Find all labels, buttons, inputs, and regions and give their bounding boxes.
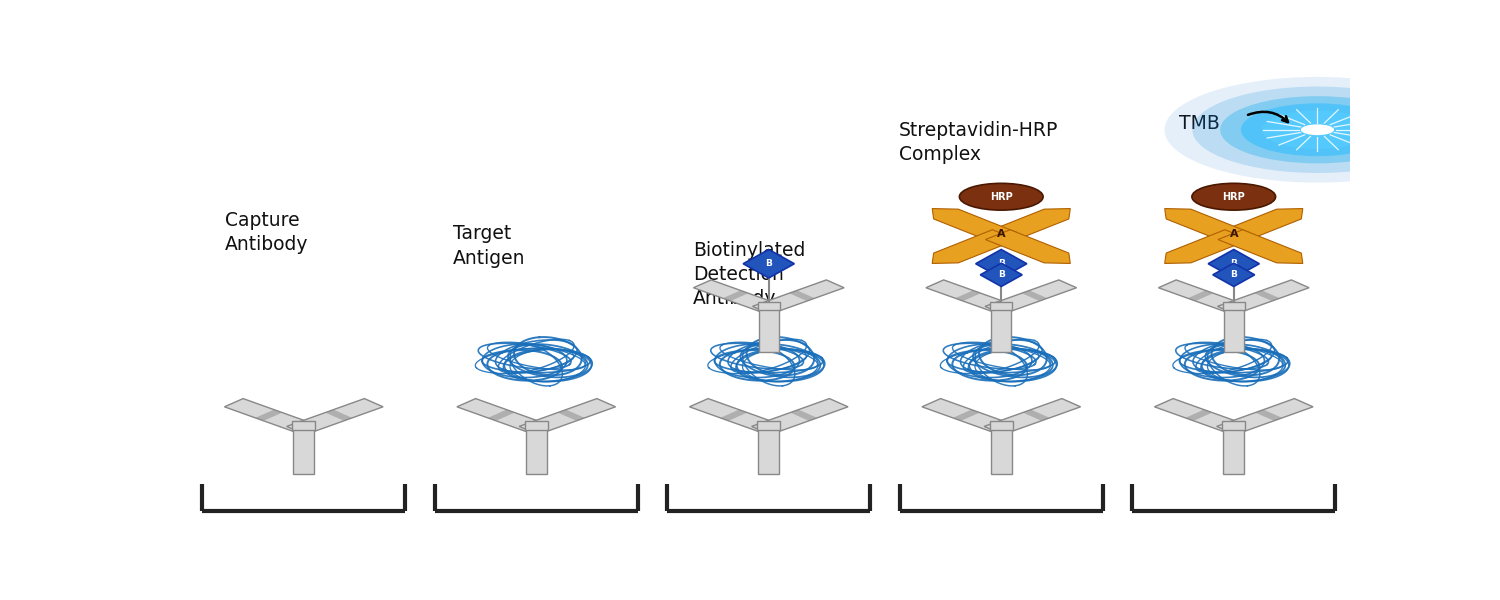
Polygon shape: [1216, 398, 1312, 434]
Polygon shape: [1218, 230, 1304, 263]
Polygon shape: [1022, 290, 1047, 301]
Polygon shape: [519, 398, 615, 434]
Polygon shape: [326, 410, 352, 421]
Ellipse shape: [960, 184, 1042, 210]
Polygon shape: [789, 290, 814, 301]
Polygon shape: [458, 398, 554, 434]
Text: HRP: HRP: [990, 192, 1012, 202]
Ellipse shape: [1240, 103, 1394, 156]
Polygon shape: [932, 230, 1017, 263]
Text: Streptavidin-HRP
Complex: Streptavidin-HRP Complex: [898, 121, 1059, 164]
Polygon shape: [1208, 250, 1260, 278]
Polygon shape: [720, 410, 747, 421]
Polygon shape: [286, 398, 382, 434]
Polygon shape: [759, 308, 778, 352]
Polygon shape: [759, 428, 778, 474]
Polygon shape: [1155, 398, 1251, 434]
Polygon shape: [956, 290, 981, 301]
Polygon shape: [922, 398, 1019, 434]
Text: Target
Antigen: Target Antigen: [453, 224, 525, 268]
Bar: [1222, 302, 1245, 310]
Text: Capture
Antibody: Capture Antibody: [225, 211, 308, 254]
Polygon shape: [1158, 280, 1250, 314]
Polygon shape: [1256, 410, 1282, 421]
Polygon shape: [526, 428, 546, 474]
Text: B: B: [1230, 259, 1238, 268]
Text: B: B: [1230, 271, 1238, 280]
Polygon shape: [690, 398, 786, 434]
Polygon shape: [1254, 290, 1280, 301]
Polygon shape: [1185, 410, 1212, 421]
Polygon shape: [294, 428, 314, 474]
Polygon shape: [986, 209, 1071, 242]
Polygon shape: [1188, 290, 1214, 301]
Text: Biotinylated
Detection
Antibody: Biotinylated Detection Antibody: [693, 241, 806, 308]
Ellipse shape: [1192, 184, 1275, 210]
Polygon shape: [981, 263, 1022, 286]
Bar: [292, 421, 315, 430]
Polygon shape: [1023, 410, 1050, 421]
Text: A: A: [1230, 229, 1238, 239]
Polygon shape: [742, 250, 795, 278]
Polygon shape: [723, 290, 748, 301]
Polygon shape: [693, 280, 784, 314]
Polygon shape: [558, 410, 585, 421]
Ellipse shape: [1164, 77, 1470, 182]
Ellipse shape: [1262, 110, 1372, 149]
Polygon shape: [992, 428, 1011, 474]
Bar: [525, 421, 548, 430]
Text: B: B: [998, 259, 1005, 268]
Text: B: B: [765, 259, 772, 268]
Polygon shape: [975, 250, 1028, 278]
Bar: [758, 421, 780, 430]
Polygon shape: [752, 398, 847, 434]
Polygon shape: [1214, 263, 1254, 286]
Polygon shape: [1224, 428, 1244, 474]
Polygon shape: [926, 280, 1017, 314]
Polygon shape: [1218, 280, 1310, 314]
Bar: [990, 421, 1012, 430]
Ellipse shape: [1300, 124, 1334, 135]
Polygon shape: [984, 398, 1080, 434]
Bar: [990, 302, 1012, 310]
Polygon shape: [952, 410, 980, 421]
Polygon shape: [255, 410, 282, 421]
Polygon shape: [488, 410, 514, 421]
Ellipse shape: [1220, 96, 1414, 163]
Ellipse shape: [1192, 86, 1443, 173]
Polygon shape: [753, 280, 844, 314]
Polygon shape: [1218, 209, 1304, 242]
Polygon shape: [932, 209, 1017, 242]
Text: B: B: [998, 271, 1005, 280]
Text: TMB: TMB: [1179, 113, 1219, 133]
Polygon shape: [986, 280, 1077, 314]
Polygon shape: [225, 398, 321, 434]
Polygon shape: [986, 230, 1071, 263]
Polygon shape: [790, 410, 818, 421]
Text: HRP: HRP: [1222, 192, 1245, 202]
Bar: [758, 302, 780, 310]
Polygon shape: [1164, 230, 1250, 263]
Text: A: A: [998, 229, 1005, 239]
Polygon shape: [992, 308, 1011, 352]
Polygon shape: [1164, 209, 1250, 242]
Bar: [1222, 421, 1245, 430]
Polygon shape: [1224, 308, 1244, 352]
